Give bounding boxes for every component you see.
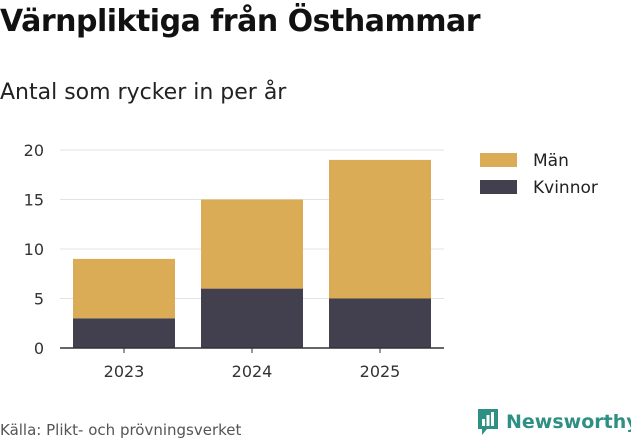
y-tick-label: 15 — [24, 191, 44, 210]
y-tick-label: 10 — [24, 240, 44, 259]
bar-kvinnor-2023 — [73, 318, 175, 348]
bar-män-2025 — [329, 159, 431, 299]
source-note: Källa: Plikt- och prövningsverket — [0, 421, 242, 439]
bar-män-2024 — [201, 199, 303, 289]
legend-swatch-kvinnor — [480, 180, 517, 194]
x-axis-tick-labels: 2023 2024 2025 — [104, 362, 401, 381]
y-axis-tick-labels: 0 5 10 15 20 — [24, 141, 44, 358]
legend-label-män: Män — [533, 151, 569, 171]
newsworthy-brand[interactable]: Newsworthy — [476, 407, 631, 437]
y-tick-label: 20 — [24, 141, 44, 160]
y-tick-label: 0 — [34, 339, 44, 358]
bar-kvinnor-2025 — [329, 298, 431, 348]
legend-label-kvinnor: Kvinnor — [533, 178, 598, 198]
chart-subtitle: Antal som rycker in per år — [0, 80, 287, 105]
chart-title: Värnpliktiga från Östhammar — [0, 4, 481, 39]
newsworthy-logo-icon — [478, 409, 498, 435]
bar-kvinnor-2024 — [201, 288, 303, 348]
legend-swatch-män — [480, 153, 517, 167]
bar-män-2023 — [73, 258, 175, 319]
bars — [73, 159, 431, 348]
x-axis — [60, 347, 444, 353]
x-tick-label: 2024 — [232, 362, 273, 381]
x-tick-label: 2023 — [104, 362, 145, 381]
x-tick-label: 2025 — [360, 362, 401, 381]
brand-name: Newsworthy — [506, 411, 631, 433]
y-tick-label: 5 — [34, 290, 44, 309]
legend: Män Kvinnor — [480, 151, 598, 198]
